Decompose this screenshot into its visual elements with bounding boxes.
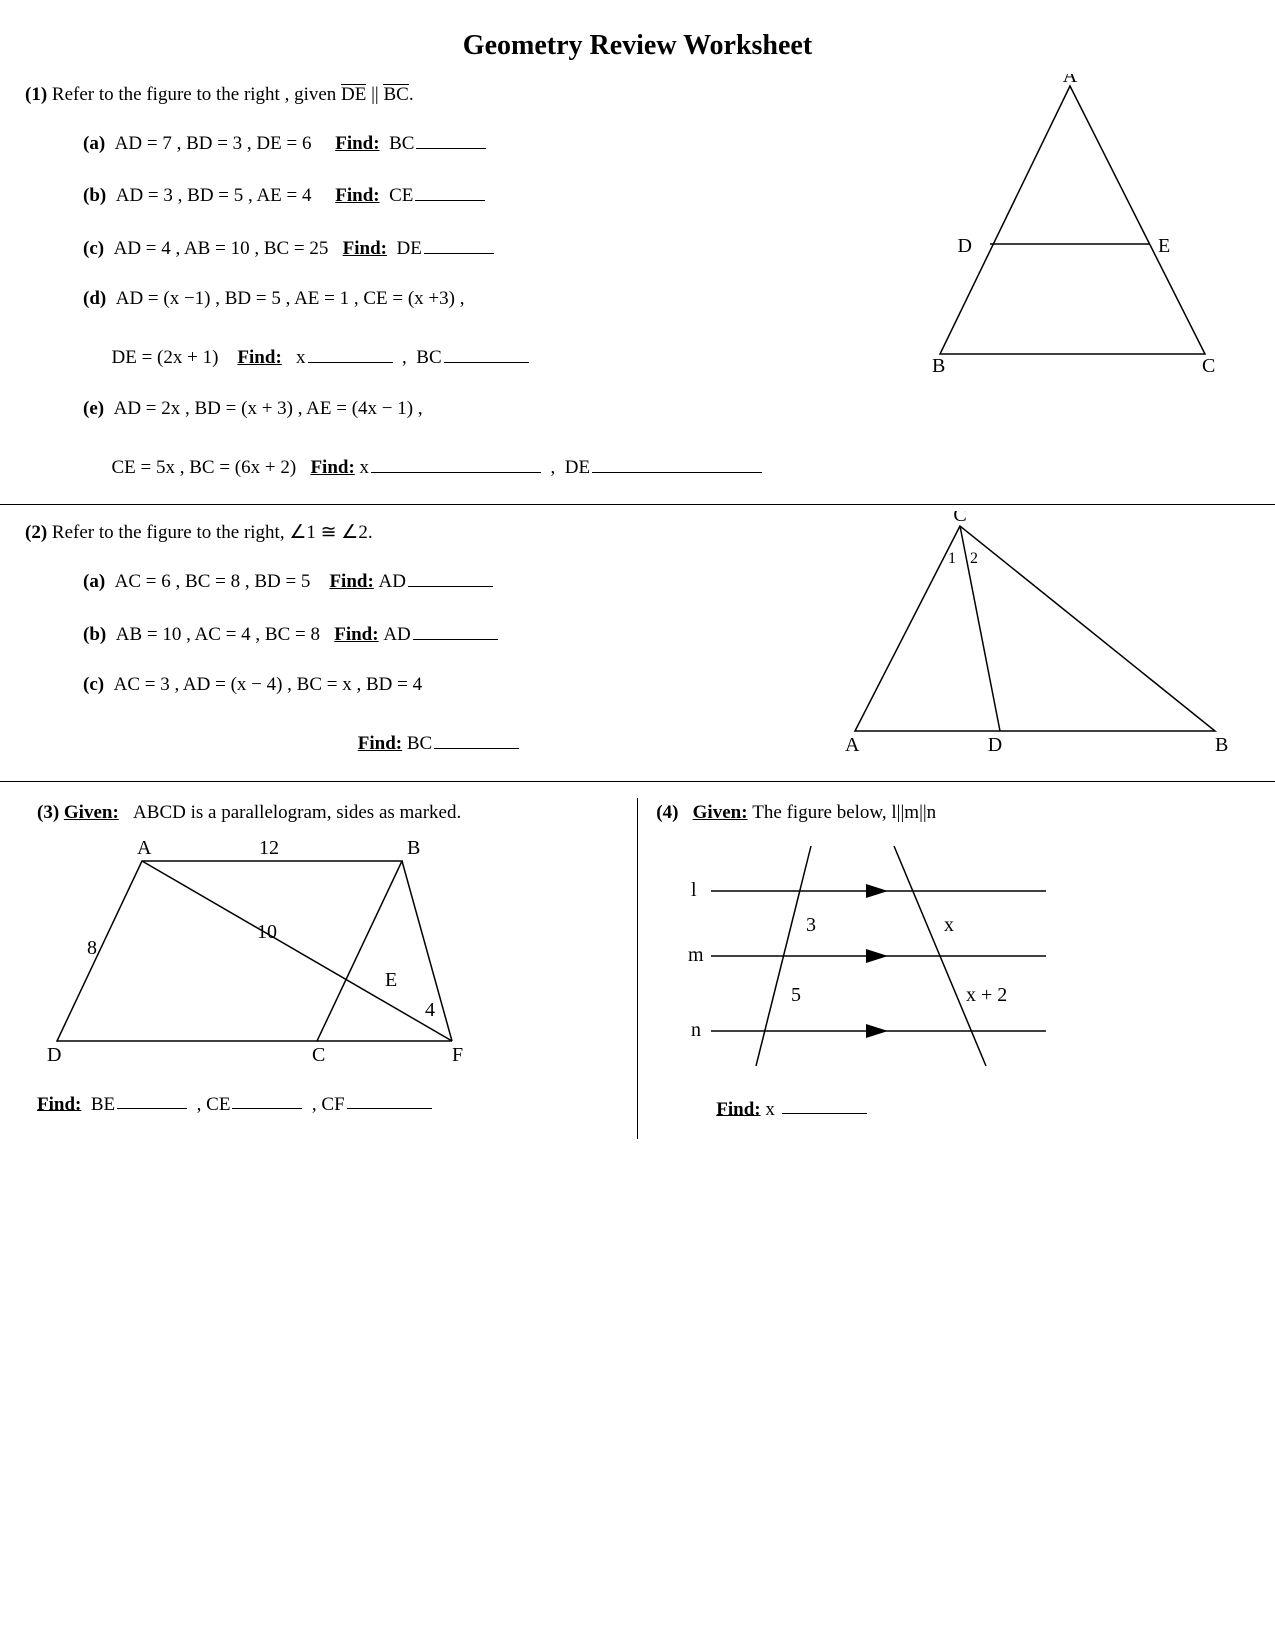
row-q3-q4: (3) Given: ABCD is a parallelogram, side… xyxy=(25,798,1250,1140)
svg-text:m: m xyxy=(688,944,704,966)
svg-text:l: l xyxy=(691,879,697,901)
svg-text:2: 2 xyxy=(970,550,978,567)
figure-4: l m n 3 5 x x + 2 xyxy=(656,836,1238,1076)
svg-text:5: 5 xyxy=(791,984,801,1006)
svg-text:F: F xyxy=(452,1044,463,1066)
figure-2: C A D B 1 2 xyxy=(840,511,1240,756)
svg-text:4: 4 xyxy=(425,999,435,1021)
svg-text:n: n xyxy=(691,1019,701,1041)
svg-text:D: D xyxy=(47,1044,61,1066)
svg-text:A: A xyxy=(137,837,152,859)
answer-blank[interactable] xyxy=(415,180,485,201)
answer-blank[interactable] xyxy=(408,566,493,587)
svg-text:A: A xyxy=(845,734,860,756)
question-1: A B C D E (1) Refer to the figure to the… xyxy=(25,84,1250,482)
svg-text:D: D xyxy=(988,734,1002,756)
svg-text:1: 1 xyxy=(948,550,956,567)
answer-blank[interactable] xyxy=(424,233,494,254)
svg-text:12: 12 xyxy=(259,837,279,859)
svg-text:3: 3 xyxy=(806,914,816,936)
column-divider xyxy=(637,798,639,1140)
page-title: Geometry Review Worksheet xyxy=(25,30,1250,62)
q1e: (e) AD = 2x , BD = (x + 3) , AE = (4x − … xyxy=(83,395,1250,482)
answer-blank[interactable] xyxy=(782,1094,867,1115)
svg-text:8: 8 xyxy=(87,937,97,959)
answer-blank[interactable] xyxy=(117,1089,187,1110)
svg-text:B: B xyxy=(407,837,420,859)
svg-text:E: E xyxy=(1158,235,1170,257)
figure-1: A B C D E xyxy=(920,74,1240,379)
q3-find: Find: BE , CE , CF xyxy=(37,1089,619,1116)
answer-blank[interactable] xyxy=(592,452,762,473)
figure-3: A B D C F E 12 10 8 4 xyxy=(37,836,619,1071)
svg-text:C: C xyxy=(953,511,966,526)
q4-find: Find: x xyxy=(716,1094,1238,1121)
svg-text:C: C xyxy=(1202,355,1215,377)
answer-blank[interactable] xyxy=(434,728,519,749)
answer-blank[interactable] xyxy=(371,452,541,473)
answer-blank[interactable] xyxy=(232,1089,302,1110)
answer-blank[interactable] xyxy=(416,128,486,149)
svg-text:10: 10 xyxy=(257,921,277,943)
answer-blank[interactable] xyxy=(444,342,529,363)
svg-text:B: B xyxy=(1215,734,1228,756)
question-4: (4) Given: The figure below, l||m||n xyxy=(644,798,1250,1140)
svg-text:A: A xyxy=(1063,74,1078,87)
svg-text:B: B xyxy=(932,355,945,377)
svg-text:C: C xyxy=(312,1044,325,1066)
svg-text:x: x xyxy=(944,914,954,936)
svg-text:D: D xyxy=(958,235,972,257)
question-2: C A D B 1 2 (2) Refer to the figure to t… xyxy=(25,521,1250,758)
svg-text:x + 2: x + 2 xyxy=(966,984,1007,1006)
question-3: (3) Given: ABCD is a parallelogram, side… xyxy=(25,798,631,1140)
answer-blank[interactable] xyxy=(308,342,393,363)
answer-blank[interactable] xyxy=(413,619,498,640)
divider xyxy=(0,781,1275,782)
answer-blank[interactable] xyxy=(347,1089,432,1110)
svg-text:E: E xyxy=(385,969,397,991)
divider xyxy=(0,504,1275,505)
